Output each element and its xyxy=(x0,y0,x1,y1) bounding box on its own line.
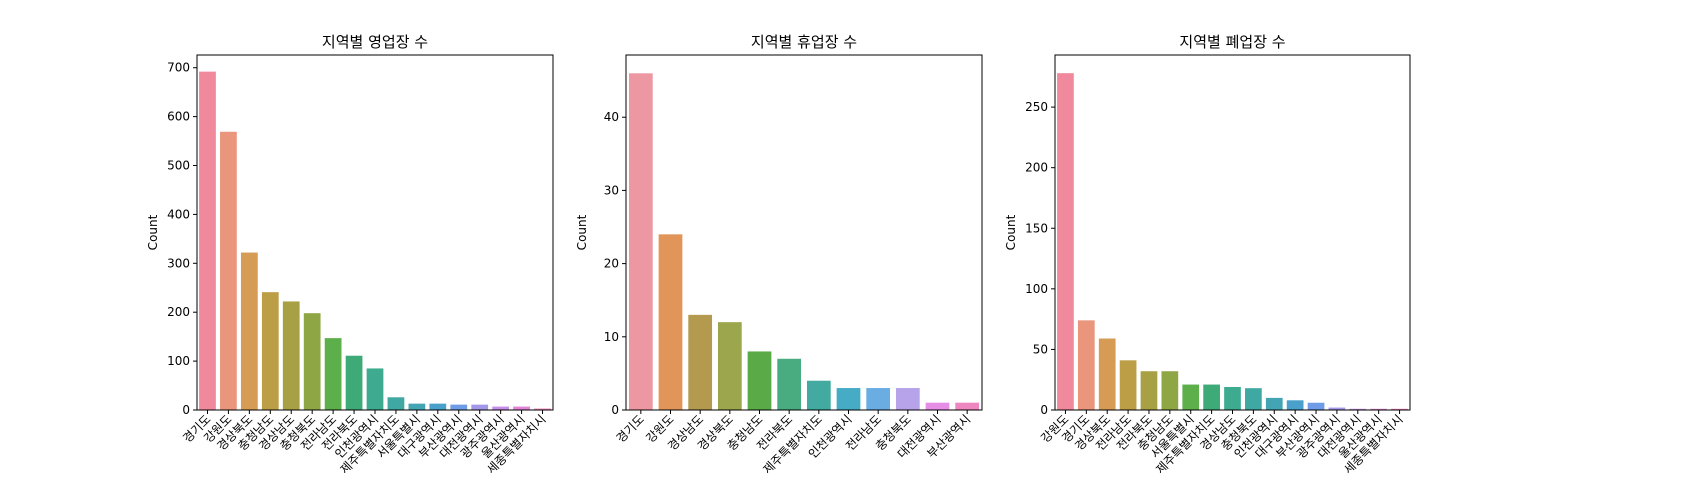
y-tick-label: 700 xyxy=(167,61,190,75)
bar xyxy=(1182,384,1200,410)
bar xyxy=(1203,384,1220,410)
y-tick-label: 200 xyxy=(1025,161,1048,175)
bar xyxy=(199,71,216,411)
bar xyxy=(1286,400,1304,410)
bar xyxy=(240,252,258,410)
subplot: 지역별 영업장 수Count0100200300400500600700경기도강… xyxy=(146,33,554,477)
y-tick-label: 30 xyxy=(604,183,619,197)
bar xyxy=(688,314,713,410)
bar xyxy=(261,292,279,410)
bar xyxy=(1161,371,1179,410)
bar xyxy=(1245,388,1262,410)
chart-title: 지역별 영업장 수 xyxy=(322,33,428,51)
bar xyxy=(429,403,447,410)
bar xyxy=(282,301,300,410)
bar xyxy=(1224,386,1241,410)
bar xyxy=(1057,73,1074,410)
bar xyxy=(925,402,950,410)
bar xyxy=(1140,371,1158,410)
bar xyxy=(1349,408,1367,410)
bar xyxy=(450,404,468,410)
y-tick-label: 20 xyxy=(604,257,619,271)
bar xyxy=(806,380,831,410)
y-tick-label: 200 xyxy=(167,305,190,319)
axes-frame xyxy=(625,54,983,411)
bar xyxy=(492,406,510,410)
bar xyxy=(303,313,321,410)
bar xyxy=(628,73,653,411)
bar xyxy=(534,408,551,410)
subplot: 지역별 폐업장 수Count050100150200250강원도경기도경상북도전… xyxy=(1004,33,1411,477)
bar xyxy=(408,403,426,410)
bar xyxy=(1265,397,1283,410)
bar xyxy=(1307,402,1325,410)
bar xyxy=(955,402,980,410)
y-axis-label: Count xyxy=(146,214,160,250)
subplot: 지역별 휴업장 수Count010203040경기도강원도경상남도경상북도충청남… xyxy=(575,33,983,477)
bar xyxy=(1077,320,1095,410)
y-tick-label: 400 xyxy=(167,207,190,221)
bar xyxy=(747,351,772,410)
chart-title: 지역별 폐업장 수 xyxy=(1179,33,1285,51)
bar xyxy=(1370,408,1388,410)
y-tick-label: 100 xyxy=(167,354,190,368)
bar xyxy=(777,358,802,410)
y-tick-label: 50 xyxy=(1033,342,1048,356)
bar xyxy=(366,368,384,410)
y-tick-label: 40 xyxy=(604,110,619,124)
bar xyxy=(324,338,342,410)
y-tick-label: 150 xyxy=(1025,221,1048,235)
bar xyxy=(220,131,237,411)
bar xyxy=(866,388,891,410)
y-axis-label: Count xyxy=(1004,214,1018,250)
y-tick-label: 250 xyxy=(1025,100,1048,114)
bar xyxy=(471,404,489,410)
bar xyxy=(836,388,861,410)
bar xyxy=(1098,338,1116,410)
bar xyxy=(895,388,920,410)
bar xyxy=(1119,360,1137,410)
y-tick-label: 0 xyxy=(1040,403,1048,417)
bar xyxy=(387,397,405,410)
axes-frame xyxy=(196,54,554,411)
y-tick-label: 300 xyxy=(167,256,190,270)
y-tick-label: 500 xyxy=(167,159,190,173)
bar xyxy=(1328,407,1346,410)
y-axis-label: Count xyxy=(575,214,589,250)
x-tick-label: 경기도 xyxy=(614,412,647,445)
y-tick-label: 600 xyxy=(167,110,190,124)
bar xyxy=(717,322,742,410)
bar xyxy=(513,406,530,410)
axes-frame xyxy=(1054,54,1411,411)
y-tick-label: 10 xyxy=(604,330,619,344)
y-tick-label: 0 xyxy=(182,403,190,417)
bar xyxy=(1391,408,1408,410)
bar xyxy=(345,355,363,410)
bar xyxy=(658,234,683,410)
chart-title: 지역별 휴업장 수 xyxy=(751,33,857,51)
y-tick-label: 100 xyxy=(1025,282,1048,296)
y-tick-label: 0 xyxy=(611,403,619,417)
